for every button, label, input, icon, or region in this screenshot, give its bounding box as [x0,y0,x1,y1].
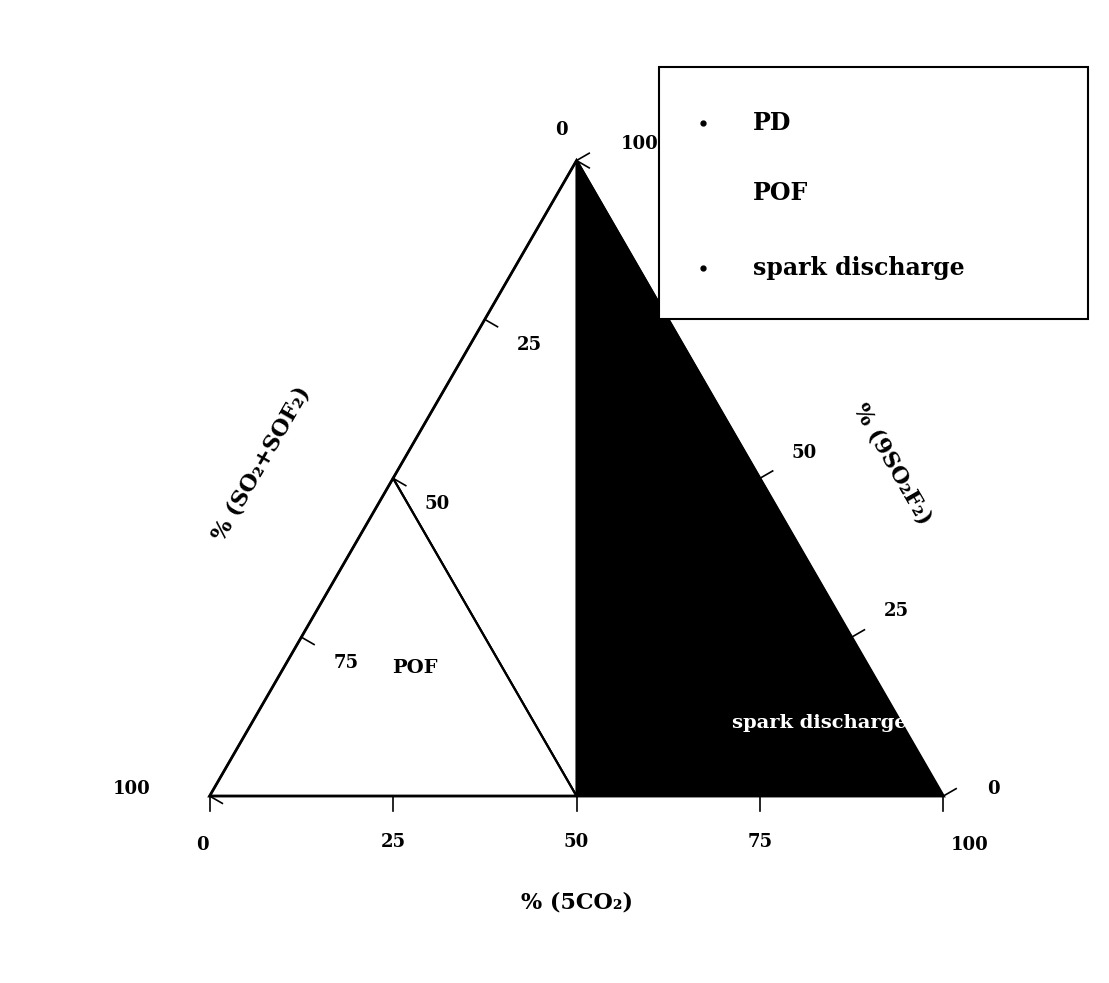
FancyBboxPatch shape [659,68,1088,319]
Text: 100: 100 [113,780,151,797]
Text: POF: POF [393,659,438,677]
Text: spark discharge: spark discharge [732,714,907,731]
Text: 25: 25 [380,833,406,850]
Text: POF: POF [753,181,808,205]
Text: % (5CO₂): % (5CO₂) [520,892,632,913]
Text: 100: 100 [950,837,988,854]
Polygon shape [577,160,944,796]
Text: 75: 75 [334,654,358,671]
Text: 25: 25 [884,603,908,620]
Text: 0: 0 [987,780,1000,797]
Text: spark discharge: spark discharge [753,256,964,280]
Text: 0: 0 [196,837,208,854]
Text: 50: 50 [425,495,450,513]
Text: 50: 50 [792,443,817,462]
Text: 100: 100 [621,136,659,153]
Polygon shape [210,479,577,796]
Polygon shape [393,160,577,796]
Text: PD: PD [753,111,791,136]
Text: % (SO₂+SOF₂): % (SO₂+SOF₂) [207,382,314,545]
Text: % (9SO₂F₂): % (9SO₂F₂) [848,399,936,528]
Text: 75: 75 [747,833,773,850]
Text: 50: 50 [563,833,589,850]
Text: 25: 25 [517,336,542,354]
Text: 0: 0 [556,121,568,139]
Text: 75: 75 [700,285,725,303]
